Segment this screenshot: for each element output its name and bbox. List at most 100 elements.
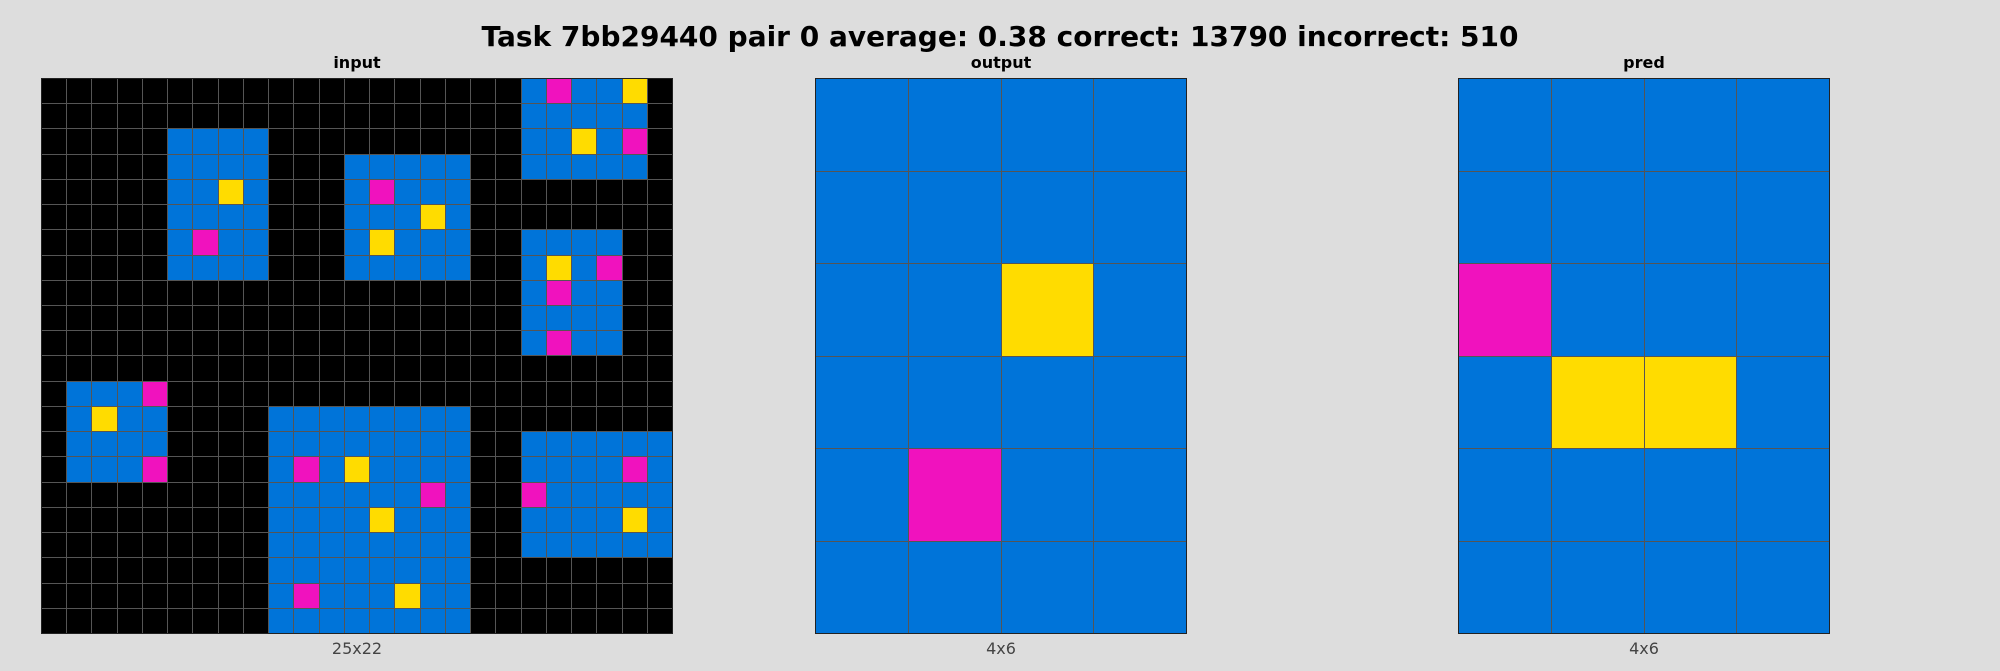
input-cell xyxy=(622,280,647,306)
input-cell xyxy=(521,583,546,608)
input-cell xyxy=(117,583,142,608)
input-cell xyxy=(243,306,269,331)
input-cell xyxy=(471,457,496,482)
input-cell xyxy=(92,583,117,608)
pred-cell xyxy=(1644,171,1737,263)
input-cell xyxy=(344,432,370,457)
input-cell xyxy=(294,179,319,205)
input-cell xyxy=(521,507,546,533)
input-cell xyxy=(92,406,117,432)
input-cell xyxy=(597,406,622,432)
input-cell xyxy=(218,533,243,558)
input-cell xyxy=(67,129,92,154)
input-cell xyxy=(622,457,647,482)
pred-panel-label: pred xyxy=(1623,53,1665,72)
input-cell xyxy=(168,79,193,104)
input-cell xyxy=(92,129,117,154)
pred-cell xyxy=(1459,171,1551,263)
input-cell xyxy=(67,306,92,331)
input-cell xyxy=(647,255,672,280)
input-cell xyxy=(294,129,319,154)
input-cell xyxy=(243,255,269,280)
input-cell xyxy=(142,558,168,583)
input-cell xyxy=(546,406,572,432)
input-cell xyxy=(572,356,597,381)
input-cell xyxy=(142,507,168,533)
output-cell xyxy=(1001,171,1094,263)
input-cell xyxy=(395,406,420,432)
input-cell xyxy=(395,432,420,457)
input-cell xyxy=(496,179,521,205)
input-cell xyxy=(471,583,496,608)
input-cell xyxy=(42,79,67,104)
input-cell xyxy=(168,432,193,457)
input-cell xyxy=(647,507,672,533)
input-cell xyxy=(319,129,344,154)
input-cell xyxy=(67,230,92,255)
input-cell xyxy=(42,608,67,633)
input-cell xyxy=(445,331,471,356)
pred-cell xyxy=(1459,264,1551,356)
input-cell xyxy=(142,79,168,104)
input-cell xyxy=(420,381,445,406)
input-cell xyxy=(395,457,420,482)
input-cell xyxy=(622,406,647,432)
input-cell xyxy=(546,79,572,104)
input-cell xyxy=(395,280,420,306)
input-cell xyxy=(420,205,445,230)
input-cell xyxy=(471,507,496,533)
input-cell xyxy=(622,79,647,104)
input-cell xyxy=(193,558,218,583)
input-cell xyxy=(445,608,471,633)
input-cell xyxy=(142,306,168,331)
input-cell xyxy=(420,608,445,633)
input-cell xyxy=(647,533,672,558)
input-cell xyxy=(42,533,67,558)
input-cell xyxy=(193,356,218,381)
input-cell xyxy=(496,558,521,583)
pred-cell xyxy=(1644,79,1737,171)
input-cell xyxy=(521,255,546,280)
input-cell xyxy=(471,306,496,331)
input-cell xyxy=(572,558,597,583)
input-cell xyxy=(496,583,521,608)
input-cell xyxy=(218,179,243,205)
input-cell xyxy=(521,381,546,406)
input-cell xyxy=(572,306,597,331)
input-cell xyxy=(521,280,546,306)
input-cell xyxy=(269,129,294,154)
input-cell xyxy=(142,533,168,558)
input-cell xyxy=(395,104,420,129)
pred-cell xyxy=(1459,356,1551,448)
input-cell xyxy=(344,230,370,255)
input-cell xyxy=(471,179,496,205)
input-cell xyxy=(269,457,294,482)
input-cell xyxy=(117,533,142,558)
input-cell xyxy=(445,255,471,280)
input-cell xyxy=(546,230,572,255)
input-cell xyxy=(622,356,647,381)
input-cell xyxy=(218,280,243,306)
input-cell xyxy=(269,482,294,507)
input-cell xyxy=(168,457,193,482)
output-cell xyxy=(1094,264,1186,356)
input-cell xyxy=(67,608,92,633)
input-cell xyxy=(117,482,142,507)
input-cell xyxy=(243,280,269,306)
input-cell xyxy=(546,507,572,533)
input-cell xyxy=(319,331,344,356)
input-cell xyxy=(269,406,294,432)
input-cell xyxy=(67,533,92,558)
input-cell xyxy=(572,179,597,205)
input-cell xyxy=(597,179,622,205)
input-cell xyxy=(445,306,471,331)
input-cell xyxy=(420,79,445,104)
input-cell xyxy=(269,154,294,179)
input-cell xyxy=(647,583,672,608)
input-cell xyxy=(521,79,546,104)
input-cell xyxy=(471,406,496,432)
input-cell xyxy=(521,179,546,205)
input-cell xyxy=(319,406,344,432)
input-cell xyxy=(521,306,546,331)
input-cell xyxy=(243,507,269,533)
